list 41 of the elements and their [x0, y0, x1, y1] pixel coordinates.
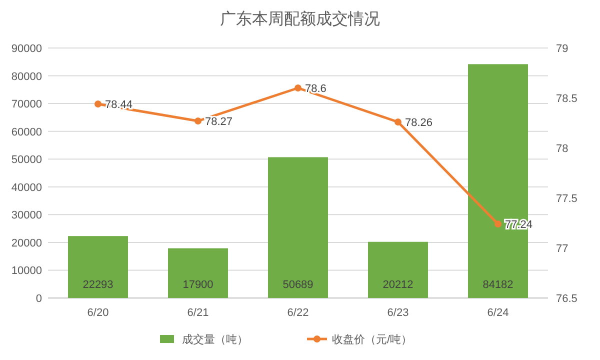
y2-tick-label: 79 — [556, 43, 568, 55]
y-tick-label: 70000 — [11, 98, 42, 111]
legend-label: 成交量（吨） — [182, 333, 248, 346]
chart-title: 广东本周配额成交情况 — [220, 10, 380, 28]
y2-tick-label: 77 — [556, 243, 568, 255]
y2-tick-label: 77.5 — [556, 193, 578, 205]
data-label: 78.6 — [305, 83, 326, 95]
y-tick-label: 90000 — [11, 43, 42, 55]
data-label: 22293 — [82, 279, 114, 291]
bar — [68, 236, 128, 298]
bar — [368, 242, 428, 298]
y-tick-label: 20000 — [11, 237, 42, 250]
y-tick-label: 80000 — [11, 70, 42, 83]
y-tick-label: 40000 — [11, 182, 42, 194]
x-tick-label: 6/24 — [487, 307, 509, 319]
point — [94, 100, 102, 108]
bar — [168, 248, 228, 298]
point — [294, 84, 302, 92]
x-tick-label: 6/20 — [87, 307, 109, 319]
data-label: 50689 — [282, 279, 314, 291]
y2-tick-label: 76.5 — [556, 293, 578, 305]
legend-label: 收盘价（元/吨） — [332, 333, 412, 346]
y-tick-label: 30000 — [11, 210, 42, 222]
point — [394, 118, 402, 126]
y-tick-label: 0 — [36, 293, 42, 305]
x-tick-label: 6/23 — [387, 307, 409, 319]
y-tick-label: 60000 — [11, 126, 42, 138]
data-label: 78.26 — [405, 117, 433, 129]
y-tick-label: 10000 — [11, 265, 42, 278]
point — [494, 220, 502, 228]
point — [194, 118, 202, 124]
y-tick-label: 50000 — [11, 154, 42, 166]
y2-tick-label: 78.5 — [556, 93, 578, 105]
x-tick-label: 6/21 — [187, 307, 209, 319]
x-tick-label: 6/22 — [287, 307, 309, 319]
data-label: 20212 — [382, 279, 414, 291]
y2-tick-label: 78 — [556, 143, 568, 155]
data-label: 84182 — [482, 279, 514, 291]
data-label: 17900 — [182, 279, 214, 291]
bar — [268, 157, 328, 298]
data-label: 78.27 — [205, 116, 233, 128]
